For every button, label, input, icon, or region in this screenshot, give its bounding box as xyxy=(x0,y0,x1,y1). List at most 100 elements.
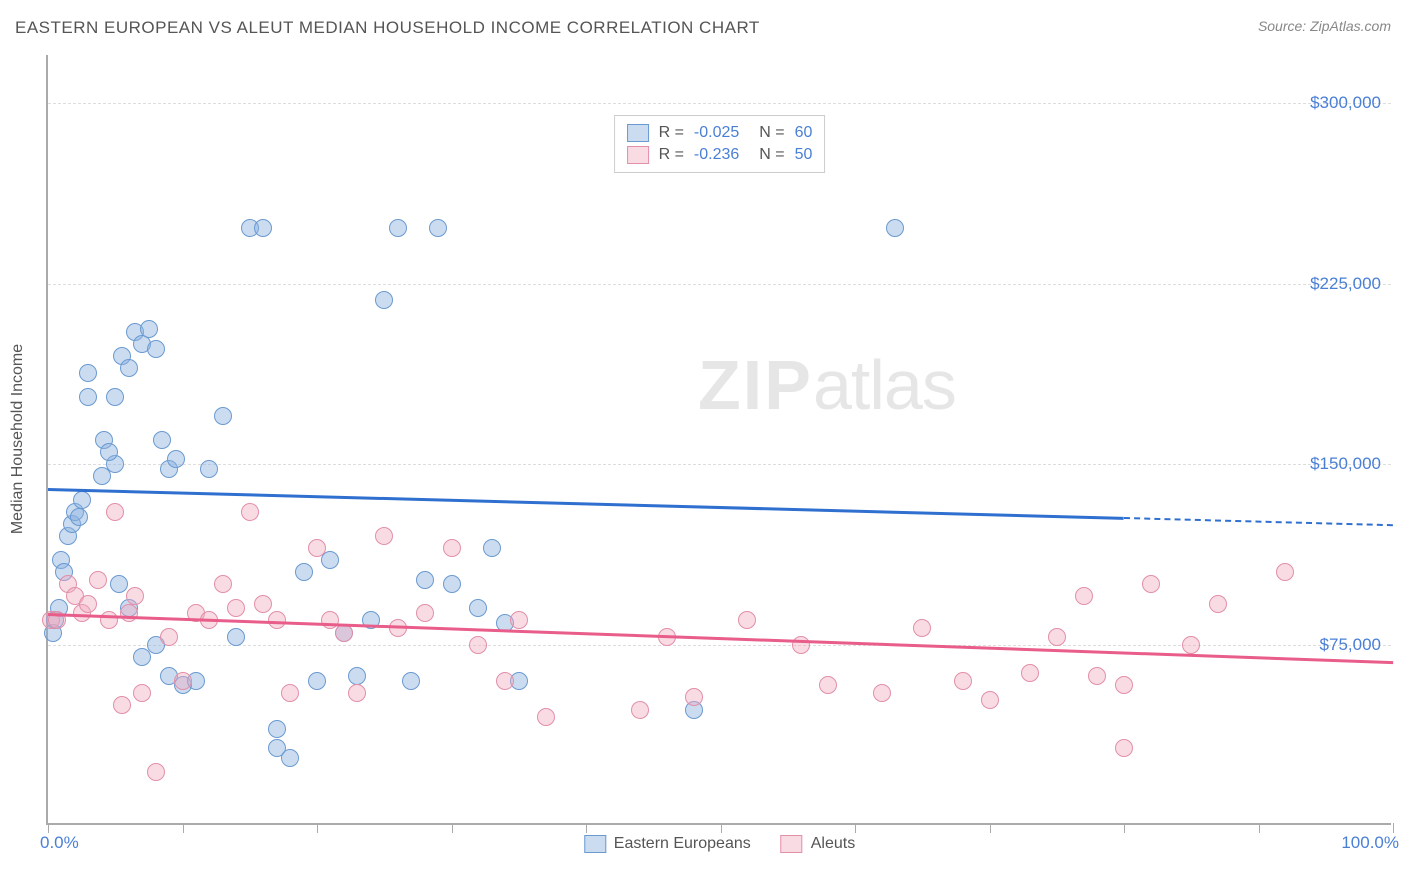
data-point xyxy=(106,503,124,521)
data-point xyxy=(241,503,259,521)
data-point xyxy=(113,696,131,714)
x-tick xyxy=(586,823,587,833)
x-tick xyxy=(183,823,184,833)
data-point xyxy=(416,571,434,589)
plot-area: Median Household Income ZIPatlas 0.0% 10… xyxy=(46,55,1391,825)
data-point xyxy=(79,364,97,382)
data-point xyxy=(227,599,245,617)
data-point xyxy=(913,619,931,637)
data-point xyxy=(738,611,756,629)
data-point xyxy=(348,667,366,685)
data-point xyxy=(147,340,165,358)
data-point xyxy=(268,720,286,738)
data-point xyxy=(133,684,151,702)
data-point xyxy=(321,551,339,569)
data-point xyxy=(375,527,393,545)
data-point xyxy=(1075,587,1093,605)
data-point xyxy=(402,672,420,690)
legend-series-name: Eastern Europeans xyxy=(614,835,751,853)
data-point xyxy=(389,219,407,237)
series-legend: Eastern Europeans Aleuts xyxy=(584,835,855,853)
data-point xyxy=(153,431,171,449)
data-point xyxy=(100,443,118,461)
trend-line-dash xyxy=(1124,517,1393,526)
data-point xyxy=(254,595,272,613)
data-point xyxy=(954,672,972,690)
data-point xyxy=(79,388,97,406)
data-point xyxy=(1209,595,1227,613)
watermark: ZIPatlas xyxy=(698,345,956,425)
data-point xyxy=(1021,664,1039,682)
data-point xyxy=(429,219,447,237)
legend-item: Aleuts xyxy=(781,835,855,853)
data-point xyxy=(295,563,313,581)
legend-r-value: -0.025 xyxy=(694,124,739,142)
data-point xyxy=(281,749,299,767)
legend-r-label: R = xyxy=(659,146,684,164)
legend-n-value: 50 xyxy=(795,146,813,164)
data-point xyxy=(443,575,461,593)
data-point xyxy=(483,539,501,557)
data-point xyxy=(160,628,178,646)
data-point xyxy=(281,684,299,702)
gridline xyxy=(48,103,1391,104)
legend-item: Eastern Europeans xyxy=(584,835,751,853)
legend-swatch xyxy=(627,146,649,164)
data-point xyxy=(510,611,528,629)
data-point xyxy=(1276,563,1294,581)
data-point xyxy=(147,763,165,781)
x-tick xyxy=(317,823,318,833)
data-point xyxy=(685,688,703,706)
data-point xyxy=(140,320,158,338)
legend-n-label: N = xyxy=(759,124,784,142)
data-point xyxy=(1115,739,1133,757)
data-point xyxy=(308,672,326,690)
data-point xyxy=(981,691,999,709)
data-point xyxy=(106,388,124,406)
x-tick xyxy=(1124,823,1125,833)
data-point xyxy=(167,450,185,468)
data-point xyxy=(254,219,272,237)
data-point xyxy=(70,508,88,526)
source-label: Source: ZipAtlas.com xyxy=(1258,18,1391,34)
legend-r-label: R = xyxy=(659,124,684,142)
y-tick-label: $225,000 xyxy=(1310,274,1381,294)
y-tick-label: $300,000 xyxy=(1310,93,1381,113)
data-point xyxy=(126,587,144,605)
data-point xyxy=(214,575,232,593)
data-point xyxy=(631,701,649,719)
gridline xyxy=(48,284,1391,285)
legend-r-value: -0.236 xyxy=(694,146,739,164)
x-tick xyxy=(990,823,991,833)
legend-swatch xyxy=(781,835,803,853)
legend-n-label: N = xyxy=(759,146,784,164)
chart-header: EASTERN EUROPEAN VS ALEUT MEDIAN HOUSEHO… xyxy=(15,18,1391,38)
data-point xyxy=(886,219,904,237)
data-point xyxy=(1115,676,1133,694)
data-point xyxy=(819,676,837,694)
data-point xyxy=(1182,636,1200,654)
legend-series-name: Aleuts xyxy=(811,835,855,853)
data-point xyxy=(227,628,245,646)
data-point xyxy=(416,604,434,622)
data-point xyxy=(73,491,91,509)
x-tick xyxy=(1259,823,1260,833)
legend-n-value: 60 xyxy=(795,124,813,142)
y-tick-label: $75,000 xyxy=(1320,635,1381,655)
data-point xyxy=(93,467,111,485)
data-point xyxy=(89,571,107,589)
data-point xyxy=(443,539,461,557)
data-point xyxy=(1048,628,1066,646)
x-tick xyxy=(1393,823,1394,833)
data-point xyxy=(79,595,97,613)
x-max-label: 100.0% xyxy=(1341,833,1399,853)
data-point xyxy=(214,407,232,425)
x-min-label: 0.0% xyxy=(40,833,79,853)
data-point xyxy=(469,636,487,654)
y-tick-label: $150,000 xyxy=(1310,454,1381,474)
data-point xyxy=(1088,667,1106,685)
data-point xyxy=(120,604,138,622)
legend-row: R = -0.025 N = 60 xyxy=(627,122,813,144)
data-point xyxy=(308,539,326,557)
data-point xyxy=(1142,575,1160,593)
